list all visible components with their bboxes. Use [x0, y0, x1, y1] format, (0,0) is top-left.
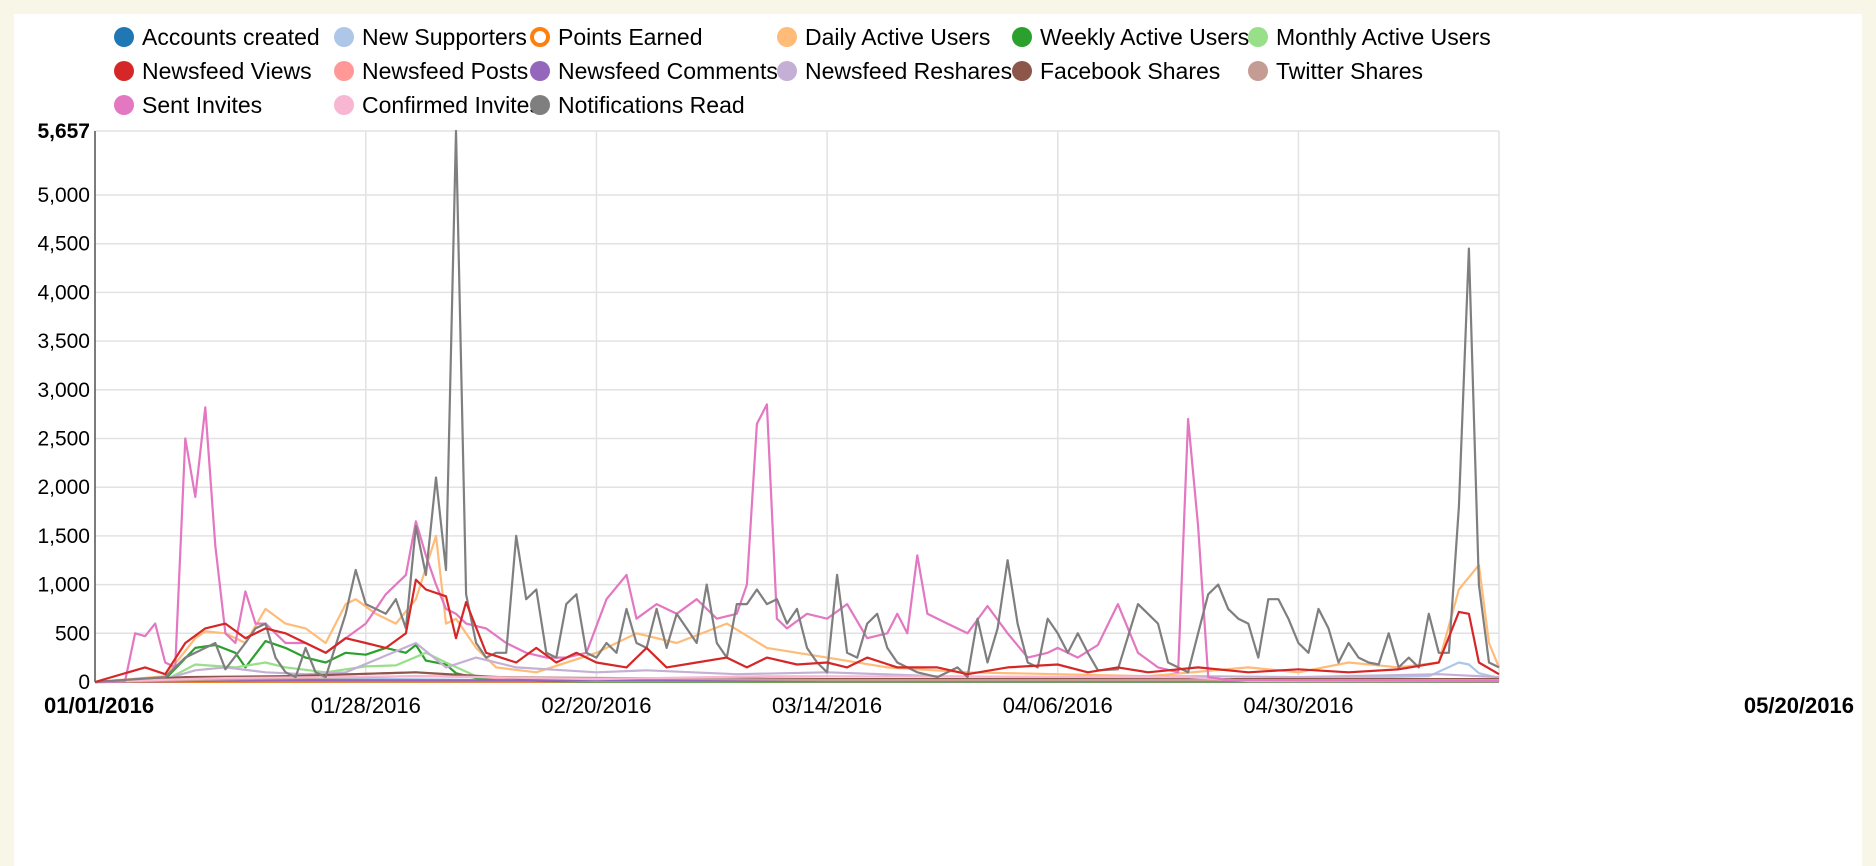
legend-item-confirmed-invites[interactable]: Confirmed Invites	[334, 90, 541, 120]
x-tick-label: 01/28/2016	[311, 693, 421, 718]
legend-swatch	[114, 95, 134, 115]
y-tick-label: 2,500	[37, 427, 90, 450]
legend-item-twitter-shares[interactable]: Twitter Shares	[1248, 56, 1423, 86]
y-axis-ticks: 5,657 5,000 4,500 4,000 3,500 3,000 2,500 2,000…	[37, 120, 90, 694]
y-tick-label: 4,000	[37, 281, 90, 304]
legend-swatch	[334, 27, 354, 47]
y-tick-label: 1,000	[37, 574, 90, 597]
x-tick-label: 03/14/2016	[772, 693, 882, 718]
legend-label: Accounts created	[142, 23, 320, 50]
legend-item-monthly-active-users[interactable]: Monthly Active Users	[1248, 22, 1491, 52]
line-chart: 5,657 5,000 4,500 4,000 3,500 3,000 2,500 2,000…	[37, 120, 1854, 718]
x-tick-label: 05/20/2016	[1744, 693, 1854, 718]
x-axis-ticks: 01/01/2016 01/28/2016 02/20/2016 03/14/2016…	[44, 693, 1854, 718]
series-lines	[94, 129, 1501, 684]
y-tick-label: 0	[78, 671, 90, 694]
legend-swatch	[530, 95, 550, 115]
grid	[94, 130, 1500, 683]
y-tick-label: 5,657	[37, 120, 90, 143]
legend-item-newsfeed-posts[interactable]: Newsfeed Posts	[334, 56, 528, 86]
series-line-daily-active-users[interactable]	[94, 534, 1501, 684]
legend-label: Monthly Active Users	[1276, 23, 1491, 50]
series-line-sent-invites[interactable]	[94, 403, 1500, 684]
legend-item-facebook-shares[interactable]: Facebook Shares	[1012, 56, 1220, 86]
legend-item-points-earned[interactable]: Points Earned	[530, 22, 702, 52]
legend-label: Weekly Active Users	[1040, 23, 1250, 50]
legend-label: Notifications Read	[558, 91, 745, 118]
legend-label: Twitter Shares	[1276, 57, 1423, 84]
legend-swatch	[1012, 27, 1032, 47]
legend-swatch	[777, 27, 797, 47]
x-tick-label: 04/06/2016	[1003, 693, 1113, 718]
legend-item-notifications-read[interactable]: Notifications Read	[530, 90, 745, 120]
x-tick-label: 01/01/2016	[44, 693, 154, 718]
y-tick-label: 500	[55, 622, 90, 645]
legend-swatch	[1248, 61, 1268, 81]
legend-item-sent-invites[interactable]: Sent Invites	[114, 90, 262, 120]
y-tick-label: 5,000	[37, 184, 90, 207]
legend-swatch	[1248, 27, 1268, 47]
y-tick-label: 3,500	[37, 330, 90, 353]
legend-item-newsfeed-comments[interactable]: Newsfeed Comments	[530, 56, 778, 86]
legend-label: Daily Active Users	[805, 23, 991, 50]
x-tick-label: 04/30/2016	[1243, 693, 1353, 718]
legend-swatch	[777, 61, 797, 81]
legend-label: Facebook Shares	[1040, 57, 1221, 84]
legend-swatch	[530, 61, 550, 81]
legend-label: Newsfeed Comments	[558, 57, 778, 84]
legend-item-accounts-created[interactable]: Accounts created	[114, 22, 320, 52]
legend-swatch	[1012, 61, 1032, 81]
legend-item-new-supporters[interactable]: New Supporters	[334, 22, 527, 52]
y-tick-label: 1,500	[37, 525, 90, 548]
legend-swatch	[530, 27, 550, 47]
legend-label: Confirmed Invites	[362, 91, 541, 118]
series-line-newsfeed-views[interactable]	[94, 578, 1500, 684]
y-tick-label: 4,500	[37, 233, 90, 256]
legend-swatch	[334, 61, 354, 81]
y-tick-label: 3,000	[37, 379, 90, 402]
x-tick-label: 02/20/2016	[541, 693, 651, 718]
legend-item-newsfeed-views[interactable]: Newsfeed Views	[114, 56, 312, 86]
axes	[94, 131, 1499, 683]
legend-label: Sent Invites	[142, 91, 263, 118]
legend-swatch	[334, 95, 354, 115]
legend-label: Points Earned	[558, 23, 703, 50]
legend-swatch	[114, 27, 134, 47]
legend-item-weekly-active-users[interactable]: Weekly Active Users	[1012, 22, 1249, 52]
y-tick-label: 2,000	[37, 476, 90, 499]
legend-label: Newsfeed Views	[142, 57, 312, 84]
legend-item-daily-active-users[interactable]: Daily Active Users	[777, 22, 990, 52]
legend-swatch	[114, 61, 134, 81]
legend-label: Newsfeed Reshares	[805, 57, 1013, 84]
legend-label: Newsfeed Posts	[362, 57, 529, 84]
chart-card: Accounts created New Supporters Points Ear…	[14, 14, 1862, 866]
legend-item-newsfeed-reshares[interactable]: Newsfeed Reshares	[777, 56, 1012, 86]
legend-label: New Supporters	[362, 23, 527, 50]
series-line-notifications-read[interactable]	[94, 129, 1500, 684]
